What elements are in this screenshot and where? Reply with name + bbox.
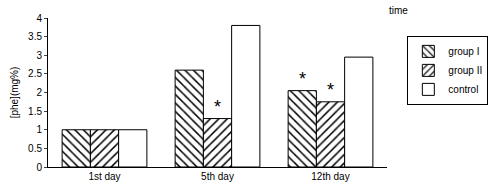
svg-text:5th day: 5th day	[201, 171, 234, 182]
svg-text:1: 1	[36, 124, 42, 135]
svg-text:2: 2	[36, 87, 42, 98]
svg-text:0: 0	[36, 162, 42, 173]
svg-text:2.5: 2.5	[28, 68, 42, 79]
svg-text:time: time	[389, 5, 408, 16]
svg-text:0.5: 0.5	[28, 143, 42, 154]
svg-text:*: *	[214, 97, 221, 117]
svg-text:group II: group II	[448, 65, 482, 76]
svg-text:[phe](mg%): [phe](mg%)	[9, 67, 20, 119]
svg-text:1.5: 1.5	[28, 106, 42, 117]
svg-text:*: *	[327, 80, 334, 100]
svg-text:1st day: 1st day	[88, 171, 120, 182]
svg-text:group I: group I	[448, 46, 479, 57]
svg-text:4: 4	[36, 13, 42, 24]
svg-text:control: control	[448, 84, 478, 95]
svg-text:*: *	[299, 69, 306, 89]
svg-text:3: 3	[36, 50, 42, 61]
svg-text:3.5: 3.5	[28, 31, 42, 42]
svg-text:12th day: 12th day	[311, 171, 349, 182]
